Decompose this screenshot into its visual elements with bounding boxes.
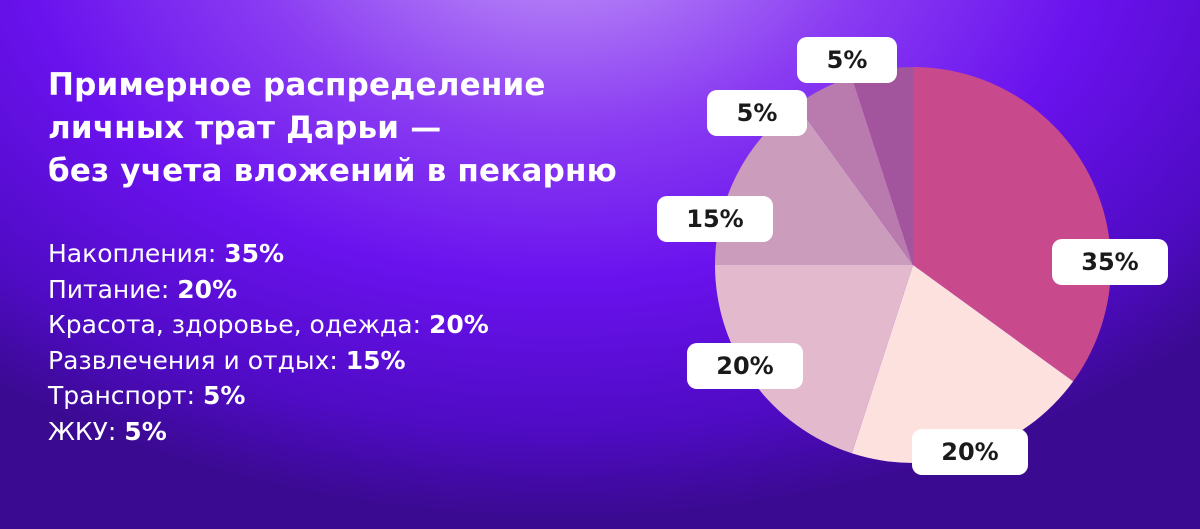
data-label: 5%: [827, 46, 868, 74]
legend-label: Транспорт:: [48, 381, 196, 410]
legend-value: 20%: [429, 310, 489, 339]
title-line: Примерное распределение: [48, 67, 546, 103]
legend-label: Питание:: [48, 274, 170, 304]
label-box: [912, 429, 1028, 475]
label-box: [797, 37, 897, 83]
legend-entry: ЖКУ: 5%: [48, 414, 489, 450]
title-line: без учета вложений в пекарню: [48, 153, 617, 189]
data-label: 20%: [716, 352, 773, 380]
data-label: 20%: [941, 438, 998, 466]
legend-value: 5%: [203, 381, 246, 410]
legend: Накопления: 35% Питание: 20% Красота, здор…: [48, 236, 489, 449]
label-box: [1052, 239, 1168, 285]
legend-entry: Красота, здоровье, одежда: 20%: [48, 307, 489, 343]
pie-slice: [715, 265, 913, 454]
label-box: [707, 90, 807, 136]
legend-entry: Транспорт: 5%: [48, 378, 489, 414]
legend-label: Накопления:: [48, 239, 217, 268]
pie-slice: [851, 67, 913, 265]
label-box: [657, 196, 773, 242]
legend-label: Развлечения и отдых:: [48, 345, 338, 375]
pie-slice: [913, 67, 1111, 382]
title-line: личных трат Дарьи —: [48, 110, 442, 146]
legend-entry: Развлечения и отдых: 15%: [48, 343, 489, 379]
legend-entry: Накопления: 35%: [48, 236, 489, 272]
legend-value: 20%: [177, 274, 238, 304]
legend-value: 35%: [224, 239, 285, 268]
data-label: 35%: [1081, 248, 1138, 276]
legend-value: 5%: [124, 416, 167, 446]
legend-label: Красота, здоровье, одежда:: [48, 310, 422, 339]
label-box: [687, 343, 803, 389]
data-label: 15%: [686, 205, 743, 233]
pie-slice: [851, 265, 1074, 464]
title: Примерное распределение личных трат Дарьи…: [48, 64, 617, 193]
pie-slice: [796, 76, 913, 265]
data-label: 5%: [737, 99, 778, 127]
legend-label: ЖКУ:: [48, 416, 117, 446]
legend-value: 15%: [345, 345, 406, 375]
legend-entry: Питание: 20%: [48, 272, 489, 308]
